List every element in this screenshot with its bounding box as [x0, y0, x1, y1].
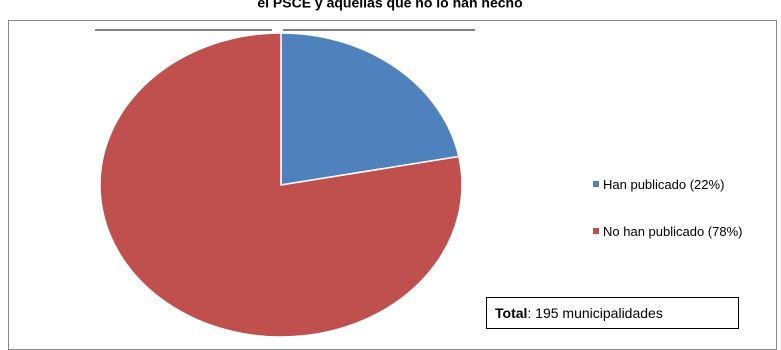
legend-item: No han publicado (78%) — [593, 224, 753, 239]
legend-label: Han publicado (22%) — [603, 177, 725, 192]
legend-swatch — [593, 228, 599, 234]
legend-item: Han publicado (22%) — [593, 177, 763, 192]
total-label: Total — [495, 305, 528, 321]
total-text: : 195 municipalidades — [527, 305, 663, 321]
chart-title: el PSCE y aquellas que no lo han hecho — [257, 0, 522, 11]
legend-label: No han publicado (78%) — [603, 224, 743, 239]
total-box: Total: 195 municipalidades — [486, 297, 739, 329]
pie — [99, 32, 463, 338]
legend-swatch — [593, 181, 599, 187]
pie-slice — [280, 32, 460, 186]
pie-slice — [99, 32, 463, 338]
